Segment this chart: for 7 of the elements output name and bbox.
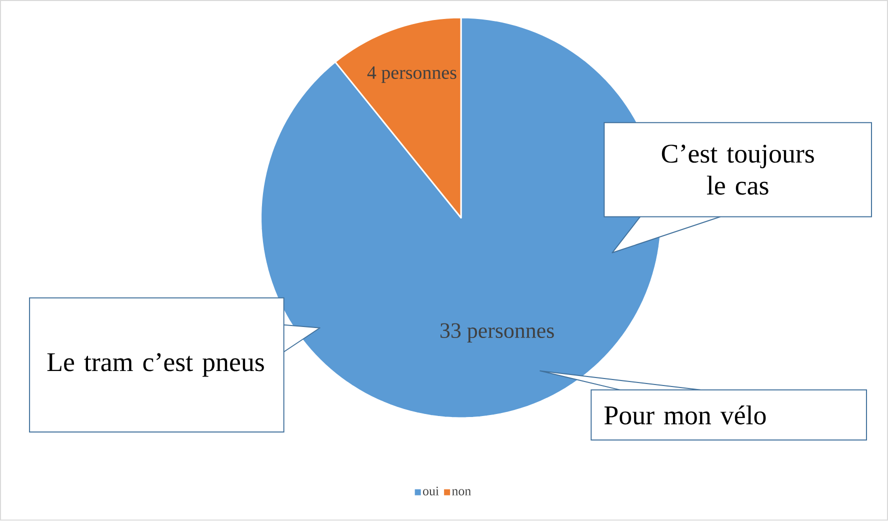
- data-label: 33 personnes: [440, 323, 554, 343]
- data-label: 4 personnes: [367, 66, 456, 84]
- legend-label: oui: [423, 486, 439, 496]
- text: Pour mon vélo: [604, 406, 766, 425]
- text: C’est toujours le cas: [662, 144, 814, 195]
- legend-label: non: [452, 489, 471, 496]
- text: Le tram c’est pneus: [47, 353, 264, 377]
